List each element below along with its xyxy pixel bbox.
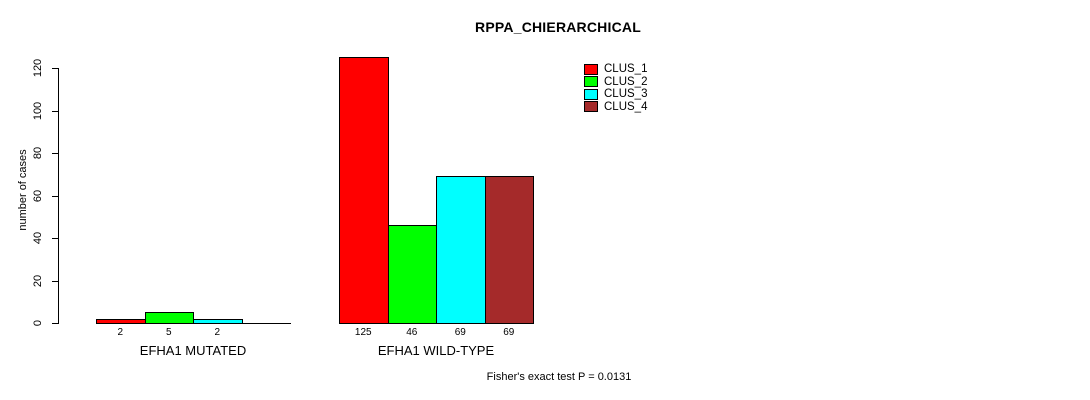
- y-axis-line: [58, 68, 59, 324]
- y-tick-label: 100: [32, 101, 44, 120]
- bar-clus_1: [96, 318, 146, 324]
- legend-swatch-clus_2: [584, 76, 598, 88]
- legend-swatch-clus_3: [584, 88, 598, 100]
- bar-value-label: 69: [503, 327, 515, 338]
- y-tick-label: 60: [32, 189, 44, 202]
- y-tick-label: 40: [32, 231, 44, 245]
- legend-swatch-clus_4: [584, 101, 598, 113]
- bar-value-label: 2: [214, 327, 221, 338]
- bar-value-label: 69: [454, 327, 466, 338]
- legend: CLUS_1 CLUS_2 CLUS_3 CLUS_4: [584, 63, 647, 113]
- y-tick-mark: [52, 280, 58, 282]
- group-label: EFHA1 WILD-TYPE: [377, 343, 495, 358]
- y-tick-label: 20: [32, 274, 44, 287]
- bar-value-label: 5: [165, 327, 172, 338]
- legend-row-clus_2: CLUS_2: [584, 76, 647, 89]
- y-tick-mark: [52, 68, 58, 69]
- legend-label: CLUS_3: [604, 88, 648, 101]
- y-tick-mark: [52, 110, 58, 112]
- bar-clus_3: [436, 176, 486, 324]
- bar-value-label: 46: [406, 327, 418, 338]
- legend-label: CLUS_1: [604, 63, 648, 76]
- footnote-fisher-test: Fisher's exact test P = 0.0131: [486, 371, 632, 383]
- legend-row-clus_1: CLUS_1: [584, 63, 647, 76]
- y-axis-title: number of cases: [17, 149, 29, 231]
- y-tick-mark: [52, 323, 58, 324]
- y-tick-mark: [52, 153, 58, 154]
- y-tick-mark: [52, 238, 58, 239]
- bar-clus_2: [144, 312, 194, 324]
- chart-title: RPPA_CHIERARCHICAL: [475, 19, 641, 35]
- group-label: EFHA1 MUTATED: [139, 343, 247, 358]
- bar-clus_4: [484, 176, 534, 324]
- legend-row-clus_4: CLUS_4: [584, 101, 647, 114]
- legend-swatch-clus_1: [584, 63, 598, 75]
- bar-clus_2: [387, 225, 437, 324]
- bar-clus_3: [193, 318, 243, 324]
- y-tick-label: 0: [32, 319, 44, 327]
- bar-clus_1: [339, 57, 389, 324]
- legend-label: CLUS_4: [604, 100, 648, 113]
- bar-value-label: 2: [117, 327, 124, 338]
- y-tick-label: 80: [32, 146, 44, 160]
- bar-value-label: 125: [354, 327, 372, 338]
- legend-row-clus_3: CLUS_3: [584, 88, 647, 101]
- y-tick-label: 120: [32, 58, 44, 78]
- y-tick-mark: [52, 195, 58, 197]
- legend-label: CLUS_2: [604, 75, 648, 88]
